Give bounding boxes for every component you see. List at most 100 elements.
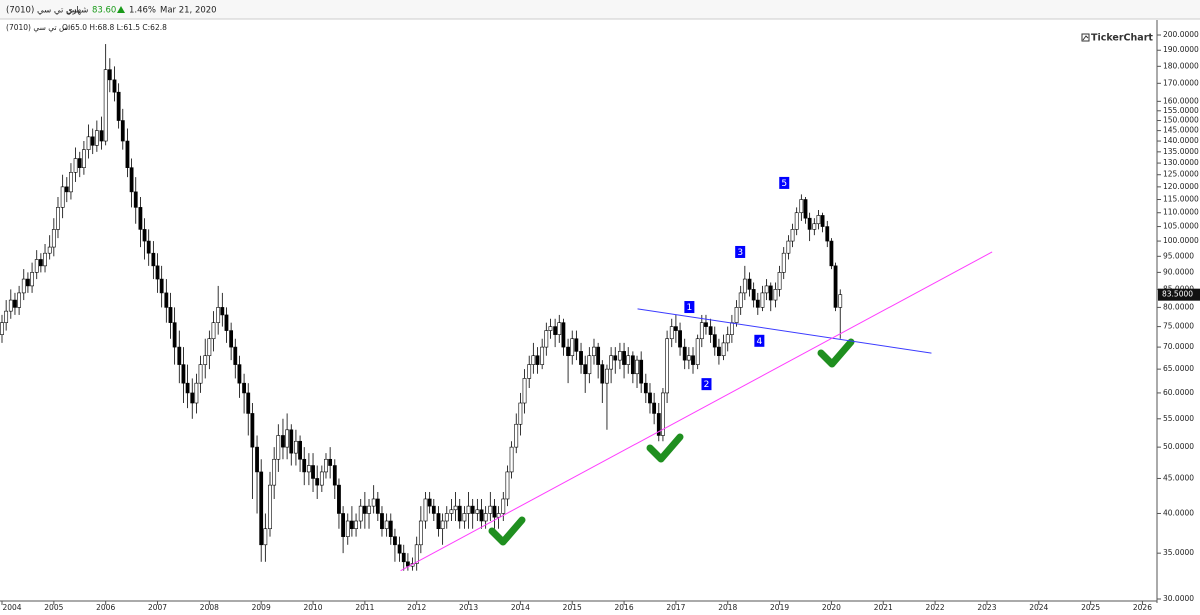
x-tick-label: 2025 [1081, 603, 1100, 612]
x-tick-label: 2021 [874, 603, 893, 612]
candle-body [760, 292, 765, 308]
candle-body [626, 355, 631, 365]
candle-body [561, 322, 566, 348]
x-tick-label: 2015 [563, 603, 582, 612]
candle-body [69, 172, 73, 193]
candle-body [194, 382, 199, 404]
candle-body [384, 520, 389, 530]
candle-body [682, 346, 687, 361]
candle-body [337, 484, 341, 514]
brand: TickerChart [1091, 33, 1153, 44]
candle-body [747, 278, 752, 290]
candle-body [699, 322, 704, 340]
candle-body [553, 326, 558, 335]
candle-body [319, 471, 324, 486]
candle-body [285, 429, 290, 448]
y-tick-label: 90.0000 [1163, 267, 1194, 276]
candle-body [786, 240, 791, 254]
period: شهري [66, 6, 88, 16]
candle-body [397, 544, 402, 554]
candle-body [388, 520, 393, 537]
candle-body [129, 167, 134, 193]
candle-body [462, 513, 467, 522]
candle-body [820, 215, 825, 227]
plot-area [0, 44, 843, 571]
y-tick-label: 75.0000 [1163, 322, 1194, 331]
candle-body [440, 520, 445, 530]
candle-body [332, 465, 337, 486]
candle-body [669, 326, 674, 340]
checkmark [488, 516, 526, 546]
y-tick-label: 80.0000 [1163, 302, 1194, 311]
candle-body [112, 79, 117, 93]
y-tick-label: 120.0000 [1163, 182, 1199, 191]
candle-body [294, 440, 298, 454]
candle-body [600, 364, 605, 384]
candle-body [190, 392, 195, 404]
candle-body [203, 355, 208, 365]
x-tick-label: 2007 [148, 603, 167, 612]
candle-body [652, 402, 657, 414]
y-tick-label: 50.0000 [1163, 442, 1194, 451]
candle-body [729, 322, 734, 335]
candle-body [825, 226, 830, 242]
candle-body [708, 326, 713, 335]
brand-icon-line [1082, 35, 1089, 41]
y-tick-label: 200.0000 [1163, 30, 1199, 39]
ohlc-info: O:65.0 H:68.8 L:61.5 C:62.8 [62, 23, 167, 32]
candle-body [755, 299, 760, 308]
candle-body [691, 355, 695, 365]
candle-body [73, 158, 78, 173]
candle-body [26, 278, 30, 287]
candle-body [302, 458, 307, 473]
candle-body [436, 513, 441, 530]
candle-body [535, 355, 540, 365]
candle-body [734, 307, 739, 323]
candle-body [414, 544, 419, 564]
candle-body [605, 368, 609, 384]
candle-body [298, 440, 302, 460]
candle-body [674, 326, 678, 331]
candle-body [449, 509, 454, 514]
y-tick-label: 140.0000 [1163, 136, 1199, 145]
candle-body [242, 382, 246, 394]
candle-body [103, 69, 108, 142]
wave-label: 1 [687, 303, 693, 313]
wave-label: 3 [737, 248, 743, 258]
candle-body [4, 310, 9, 323]
wave-label-box [779, 176, 790, 189]
candle-body [695, 338, 700, 365]
x-tick-label: 2017 [666, 603, 685, 612]
candle-body [812, 223, 817, 230]
candle-body [354, 520, 358, 530]
candle-body [90, 136, 95, 146]
candle-body [315, 478, 320, 486]
candle-body [738, 292, 743, 308]
candle-body [686, 355, 691, 361]
candle-body [609, 355, 614, 370]
candle-body [427, 498, 432, 507]
candle-body [375, 498, 380, 514]
candle-body [643, 382, 648, 394]
candle-body [431, 505, 436, 514]
symbol-name: اس تي سي (7010) [6, 6, 79, 16]
candle-body [466, 505, 471, 514]
up-arrow [117, 6, 125, 13]
candle-body [151, 252, 156, 267]
candle-body [773, 289, 778, 301]
y-tick-label: 135.0000 [1163, 147, 1199, 156]
candle-body [639, 359, 644, 384]
candle-body [838, 294, 843, 308]
candle-body [630, 355, 635, 375]
candle-body [207, 338, 212, 357]
candle-body [725, 334, 730, 344]
candle-body [807, 217, 812, 230]
x-tick-label: 2018 [718, 603, 737, 612]
x-tick-label: 2020 [822, 603, 841, 612]
candle-body [661, 392, 665, 436]
candle-body [470, 505, 475, 514]
candle-body [250, 413, 255, 448]
candle-body [393, 536, 397, 546]
candle-body [138, 207, 143, 230]
x-tick-label: 2010 [303, 603, 322, 612]
